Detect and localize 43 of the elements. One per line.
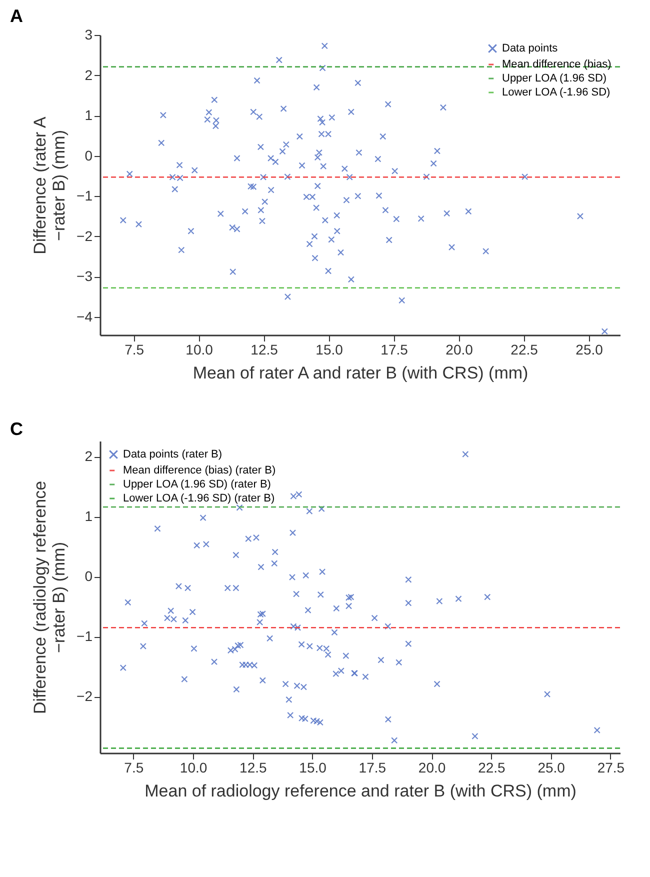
y-tick-label: 2: [84, 66, 93, 83]
y-tick-label: 0: [84, 568, 93, 584]
y-axis-title: Difference (rater A −rater B) (mm): [30, 116, 69, 254]
x-tick-label: 17.5: [358, 760, 386, 776]
legend-label: Upper LOA (1.96 SD): [502, 72, 607, 84]
x-tick-label: 12.5: [240, 760, 267, 776]
x-tick-label: 20.0: [418, 760, 446, 776]
legend-label: Lower LOA (-1.96 SD): [502, 86, 610, 98]
chart-title: C: [10, 419, 23, 439]
legend-label: Mean difference (bias) (rater B): [123, 464, 276, 476]
y-tick-label: −1: [76, 188, 93, 204]
x-tick-label: 7.5: [124, 760, 144, 776]
x-tick-label: 22.5: [510, 342, 538, 358]
x-tick-label: 12.5: [250, 342, 278, 358]
y-tick-label: 1: [84, 508, 93, 524]
chart-title: A: [10, 6, 23, 26]
x-tick-label: 15.0: [299, 760, 327, 776]
x-tick-label: 25.0: [538, 760, 566, 776]
x-tick-label: 10.0: [186, 342, 214, 358]
y-tick-label: 3: [84, 26, 93, 42]
x-tick-label: 15.0: [316, 342, 344, 358]
x-axis-title: Mean of rater A and rater B (with CRS) (mm): [192, 364, 528, 382]
x-tick-label: 22.5: [478, 760, 506, 776]
legend-label: Upper LOA (1.96 SD) (rater B): [123, 478, 271, 490]
y-tick-label: −1: [76, 628, 93, 644]
x-tick-label: 20.0: [446, 342, 474, 358]
y-tick-label: 0: [84, 147, 93, 164]
x-axis-title: Mean of radiology reference and rater B (with CRS) (mm): [144, 782, 576, 800]
x-tick-label: 25.0: [576, 342, 604, 358]
x-tick-label: 27.5: [597, 760, 625, 776]
y-tick-label: 2: [84, 448, 93, 464]
x-tick-label: 17.5: [380, 342, 408, 358]
y-axis-title: Difference (radiology reference −rater B) (mm): [30, 480, 69, 714]
legend-label: Data points (rater B): [123, 448, 222, 460]
x-tick-label: 7.5: [124, 342, 144, 358]
y-tick-label: −2: [76, 688, 93, 704]
legend-label: Lower LOA (-1.96 SD) (rater B): [123, 492, 275, 504]
y-tick-label: 1: [84, 107, 93, 124]
legend-label: Data points: [502, 42, 558, 54]
y-tick-label: −2: [76, 228, 93, 244]
y-tick-label: −3: [76, 268, 93, 284]
x-tick-label: 10.0: [180, 760, 208, 776]
y-tick-label: −4: [76, 308, 93, 324]
